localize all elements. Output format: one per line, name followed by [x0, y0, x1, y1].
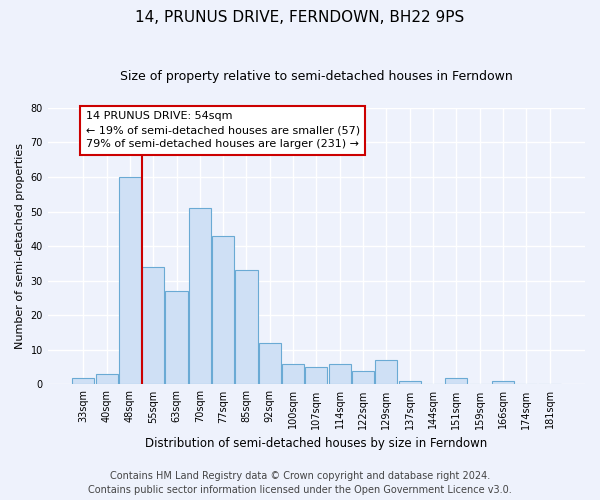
- Y-axis label: Number of semi-detached properties: Number of semi-detached properties: [15, 143, 25, 349]
- Bar: [259, 343, 281, 384]
- Bar: [282, 364, 304, 384]
- Text: Contains HM Land Registry data © Crown copyright and database right 2024.
Contai: Contains HM Land Registry data © Crown c…: [88, 471, 512, 495]
- Bar: [375, 360, 397, 384]
- Bar: [492, 381, 514, 384]
- Bar: [166, 291, 188, 384]
- Text: 14, PRUNUS DRIVE, FERNDOWN, BH22 9PS: 14, PRUNUS DRIVE, FERNDOWN, BH22 9PS: [136, 10, 464, 25]
- Bar: [119, 177, 141, 384]
- Bar: [305, 367, 328, 384]
- Bar: [235, 270, 257, 384]
- Bar: [72, 378, 94, 384]
- Text: 14 PRUNUS DRIVE: 54sqm
← 19% of semi-detached houses are smaller (57)
79% of sem: 14 PRUNUS DRIVE: 54sqm ← 19% of semi-det…: [86, 111, 360, 149]
- Title: Size of property relative to semi-detached houses in Ferndown: Size of property relative to semi-detach…: [120, 70, 513, 83]
- Bar: [352, 370, 374, 384]
- X-axis label: Distribution of semi-detached houses by size in Ferndown: Distribution of semi-detached houses by …: [145, 437, 488, 450]
- Bar: [189, 208, 211, 384]
- Bar: [445, 378, 467, 384]
- Bar: [212, 236, 234, 384]
- Bar: [329, 364, 351, 384]
- Bar: [398, 381, 421, 384]
- Bar: [142, 267, 164, 384]
- Bar: [95, 374, 118, 384]
